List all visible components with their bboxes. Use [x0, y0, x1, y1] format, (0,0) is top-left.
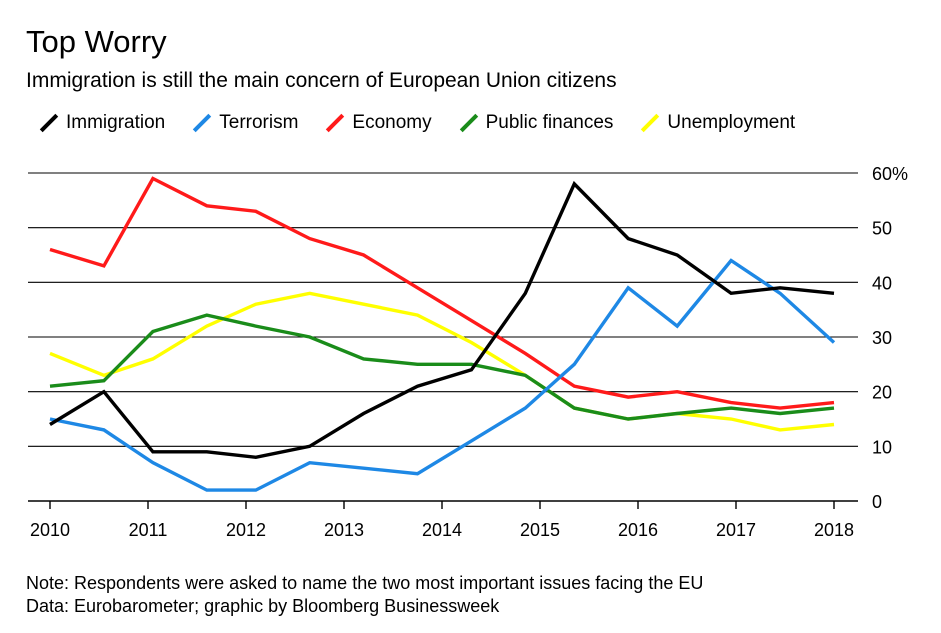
x-tick-label-2010: 2010 [30, 520, 70, 540]
y-tick-label-20: 20 [872, 383, 892, 403]
series-line-unemployment [49, 291, 835, 432]
legend-item-economy: Economy [324, 112, 432, 134]
chart-subtitle: Immigration is still the main concern of… [26, 69, 617, 92]
series-line-public-finances [49, 313, 835, 421]
x-tick-label-2017: 2017 [716, 520, 756, 540]
x-tick-label-2011: 2011 [129, 520, 168, 540]
legend-label-public-finances: Public finances [485, 112, 614, 133]
legend-item-unemployment: Unemployment [639, 112, 795, 134]
series-line-economy [49, 176, 835, 410]
x-tick-label-2014: 2014 [422, 520, 462, 540]
chart-title: Top Worry [26, 24, 167, 59]
y-tick-label-10: 10 [872, 437, 892, 457]
chart-note: Note: Respondents were asked to name the… [26, 572, 703, 618]
x-tick-label-2018: 2018 [814, 520, 854, 540]
legend-item-immigration: Immigration [38, 112, 165, 134]
legend-swatch-terrorism [193, 113, 212, 133]
legend-swatch-public-finances [459, 113, 478, 133]
legend-swatch-economy [326, 113, 345, 133]
x-tick-label-2016: 2016 [618, 520, 658, 540]
note-text: Note: Respondents were asked to name the… [26, 573, 704, 593]
legend-item-public-finances: Public finances [458, 112, 614, 134]
x-tick-label-2013: 2013 [324, 520, 364, 540]
legend-label-economy: Economy [352, 112, 432, 133]
legend-label-unemployment: Unemployment [667, 112, 796, 133]
y-tick-label-40: 40 [872, 273, 892, 293]
legend-label-immigration: Immigration [66, 112, 166, 133]
y-tick-label-0: 0 [872, 492, 882, 512]
source-text: Data: Eurobarometer; graphic by Bloomber… [26, 596, 500, 616]
y-tick-label-60: 60% [872, 164, 908, 184]
legend-swatch-immigration [39, 113, 59, 133]
y-tick-label-50: 50 [872, 219, 892, 239]
x-tick-label-2015: 2015 [520, 520, 560, 540]
legend-swatch-unemployment [641, 113, 660, 133]
legend-item-terrorism: Terrorism [191, 112, 298, 134]
series-line-immigration [49, 180, 835, 460]
series-line-terrorism [49, 258, 836, 492]
legend-label-terrorism: Terrorism [219, 112, 299, 133]
x-tick-label-2012: 2012 [226, 520, 266, 540]
line-chart: 0 10 20 30 40 50 60% 2010 2011 2012 2013 2014 2015 20… [28, 164, 908, 540]
y-tick-label-30: 30 [872, 328, 892, 348]
legend: Immigration Terrorism Economy Public fin… [38, 112, 821, 134]
